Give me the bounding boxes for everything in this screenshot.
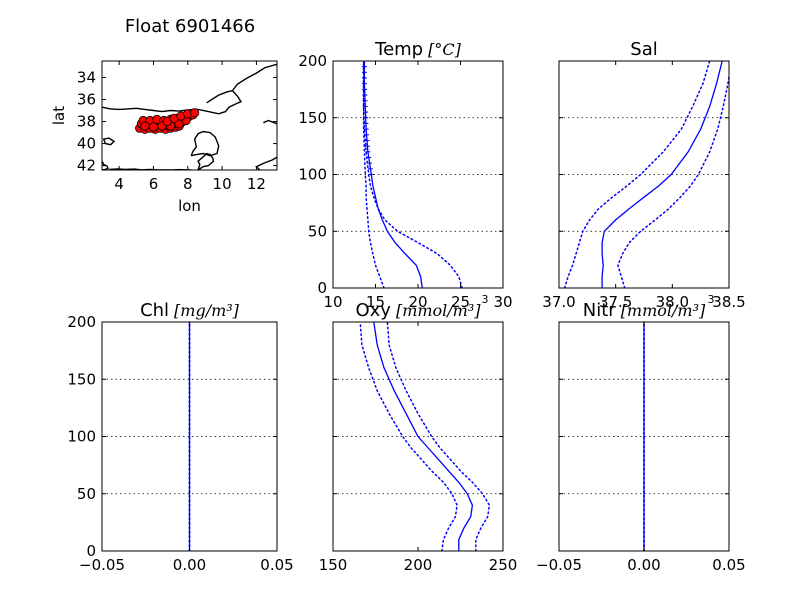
oxy-data — [333, 322, 503, 551]
figure-title: Float 6901466 — [125, 16, 255, 37]
x-tick-label: −0.05 — [536, 556, 582, 574]
temp-title: Temp [°C] — [374, 39, 461, 60]
temp-title-text: Temp — [374, 39, 423, 60]
sal-data — [559, 61, 729, 288]
oxy-title: Oxy [mmol/m³] — [355, 300, 481, 321]
y-tick-label: 50 — [308, 222, 327, 240]
coastline-sardinia — [190, 130, 220, 157]
panel-map: 4 6 8 10 12 34 36 38 40 42 lon lat — [50, 60, 278, 215]
coastline-corsica — [197, 152, 215, 170]
y-tick-label: 100 — [298, 166, 327, 184]
panel-oxy: 150 200 250 Oxy [mmol/m³] — [319, 300, 518, 574]
sal-offset-text: 3 — [708, 293, 715, 306]
coastline-tunisia-inland — [206, 90, 233, 104]
sal-series-lower — [563, 61, 711, 288]
temp-data — [333, 61, 503, 288]
nitr-title: Nitr [mmol/m³] — [583, 300, 706, 321]
sal-title-text: Sal — [630, 39, 657, 60]
x-tick-label: 10 — [213, 175, 232, 193]
nitr-title-text: Nitr — [583, 300, 617, 321]
x-tick-label: 20 — [408, 293, 427, 311]
x-tick-label: 25 — [451, 293, 470, 311]
x-tick-label: 37.0 — [542, 293, 575, 311]
panel-temp: 10 15 20 25 30 0 50 100 150 200 Temp [°C] 3 — [298, 39, 512, 311]
x-tick-label: 250 — [489, 556, 518, 574]
x-tick-label: 0.00 — [627, 556, 660, 574]
y-tick-label: 40 — [77, 135, 96, 153]
y-tick-label: 150 — [298, 109, 327, 127]
nitr-data — [559, 322, 729, 551]
x-tick-label: 37.5 — [599, 293, 632, 311]
map-frame — [101, 60, 278, 171]
y-tick-label: 150 — [67, 370, 96, 388]
x-tick-label: 38.5 — [712, 293, 745, 311]
y-tick-label: 200 — [298, 52, 327, 70]
x-tick-label: 12 — [247, 175, 266, 193]
x-tick-label: 0.05 — [260, 556, 293, 574]
y-tick-label: 100 — [67, 428, 96, 446]
x-tick-label: 38.0 — [656, 293, 689, 311]
oxy-series-mean — [373, 322, 474, 551]
float-position-point — [148, 122, 159, 132]
sal-series-upper — [617, 71, 729, 288]
y-tick-label: 200 — [67, 313, 96, 331]
y-tick-label: 0 — [86, 542, 96, 560]
float-position-point — [140, 121, 150, 131]
sal-title: Sal — [630, 39, 657, 60]
y-tick-label: 38 — [77, 113, 96, 131]
oxy-title-text: Oxy — [355, 300, 391, 321]
coastline-balearics — [102, 137, 116, 146]
coastline-sicily — [263, 119, 277, 125]
map-xlabel: lon — [178, 197, 201, 215]
y-tick-label: 50 — [77, 485, 96, 503]
x-tick-label: 8 — [183, 175, 193, 193]
y-tick-label: 36 — [77, 91, 96, 109]
float-position-point — [190, 108, 200, 118]
temp-offset-text: 3 — [482, 293, 489, 306]
coastline-n-africa — [102, 63, 277, 115]
nitr-title-units: [mmol/m³] — [621, 301, 706, 320]
temp-title-units: [°C] — [428, 40, 461, 59]
oxy-series-lower — [359, 322, 458, 551]
x-tick-label: −0.05 — [79, 556, 125, 574]
y-tick-label: 0 — [317, 279, 327, 297]
chl-data — [102, 322, 277, 551]
x-tick-label: 0.05 — [712, 556, 745, 574]
oxy-series-upper — [386, 322, 491, 551]
panel-chl: −0.05 0.00 0.05 0 50 100 150 200 Chl [mg/m³] — [67, 300, 293, 574]
x-tick-label: 30 — [493, 293, 512, 311]
x-tick-label: 150 — [319, 556, 348, 574]
chl-title: Chl [mg/m³] — [140, 300, 240, 321]
panel-nitr: −0.05 0.00 0.05 Nitr [mmol/m³] — [536, 300, 746, 574]
x-tick-label: 4 — [114, 175, 124, 193]
chl-title-units: [mg/m³] — [174, 301, 240, 320]
panel-sal: 37.0 37.5 38.0 38.5 Sal 3 — [542, 39, 745, 311]
x-tick-label: 6 — [149, 175, 159, 193]
sal-series-mean — [601, 61, 723, 288]
map-ylabel: lat — [50, 106, 68, 125]
x-tick-label: 10 — [323, 293, 342, 311]
x-tick-label: 15 — [366, 293, 385, 311]
map-data — [102, 63, 277, 170]
oxy-title-units: [mmol/m³] — [396, 301, 481, 320]
coastline-italy-west — [255, 156, 277, 170]
x-tick-label: 0.00 — [173, 556, 206, 574]
chl-title-text: Chl — [140, 300, 169, 321]
y-tick-label: 34 — [77, 69, 96, 87]
y-tick-label: 42 — [77, 157, 96, 175]
x-tick-label: 200 — [404, 556, 433, 574]
